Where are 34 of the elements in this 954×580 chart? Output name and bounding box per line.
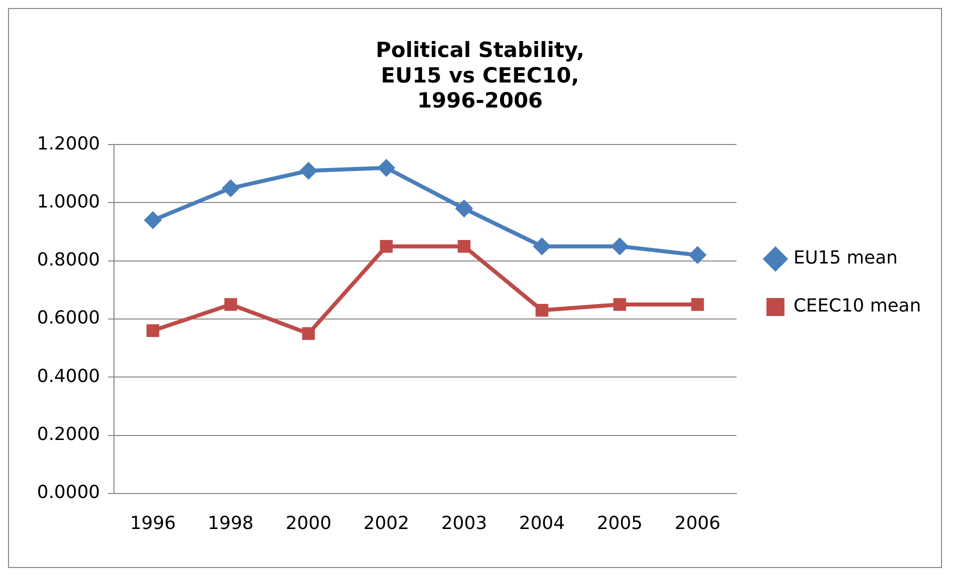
legend-label: CEEC10 mean [793,296,922,317]
y-tick-label: 0.0000 [37,482,100,504]
point [532,237,551,256]
y-tick-label: 1.0000 [37,191,100,212]
point [144,211,162,230]
x-tick-label: 2000 [286,512,332,534]
x-tick-label: 2003 [441,512,488,534]
point [688,246,707,264]
y-tick-label: 1.2000 [37,133,100,154]
point [222,179,240,198]
point [146,324,160,337]
y-tick-label: 0.6000 [37,308,100,329]
point [536,304,548,317]
chart-title: Political Stability, EU15 vs CEEC10, 1996-2006 [376,38,584,112]
y-tick-label: 0.8000 [37,250,100,271]
point [300,162,318,180]
point [455,200,474,218]
x-tick-label: 1998 [208,512,254,534]
point [613,298,626,311]
x-tick-label: 1996 [130,512,176,534]
x-tick-label: 2005 [596,512,643,534]
legend-label: EU15 mean [793,248,898,269]
x-tick-label: 2004 [519,512,565,534]
point [610,237,629,256]
x-tick-label: 2002 [363,512,410,534]
point [377,158,396,177]
point [691,298,704,311]
point [380,240,393,253]
x-tick-label: 2006 [674,512,720,534]
point [458,240,470,253]
point [302,327,315,340]
y-tick-label: 0.4000 [37,366,100,387]
y-tick-label: 0.2000 [37,424,100,445]
point [224,298,238,311]
